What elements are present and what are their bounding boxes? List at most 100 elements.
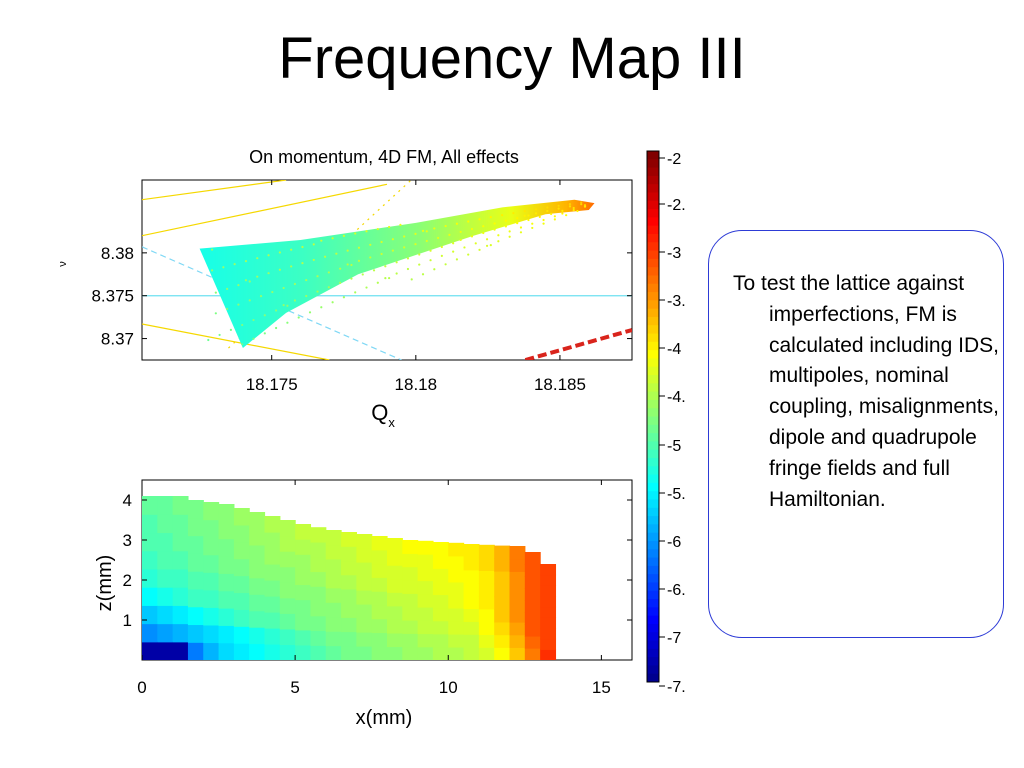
heatmap-cell: [371, 536, 388, 551]
tune-point: [207, 338, 210, 342]
tune-point: [418, 263, 421, 266]
heatmap-cell: [463, 569, 480, 584]
heatmap-cell: [203, 642, 220, 660]
heatmap-cell: [509, 584, 526, 598]
tune-point: [263, 332, 266, 335]
tune-point: [361, 273, 364, 276]
heatmap-cells: [142, 496, 557, 660]
colorbar-segment: [647, 657, 659, 666]
tune-point: [418, 253, 421, 256]
heatmap-cell: [142, 605, 158, 625]
heatmap-cell: [218, 521, 235, 540]
tune-point: [512, 212, 515, 215]
tune-point: [572, 206, 575, 210]
heatmap-cell: [264, 548, 281, 565]
tune-point: [252, 318, 255, 322]
tune-point: [297, 316, 300, 319]
tune-point: [293, 299, 297, 302]
heatmap-cell: [249, 594, 266, 612]
heatmap-cell: [187, 553, 204, 572]
tune-point: [214, 312, 217, 315]
tune-point: [275, 326, 278, 330]
tune-point: [252, 337, 255, 340]
colorbar-tick-label: -7: [667, 630, 681, 647]
heatmap-cell: [417, 580, 434, 595]
colorbar-segment: [647, 648, 659, 658]
heatmap-cell: [509, 596, 526, 610]
colorbar-segment: [647, 200, 659, 210]
colorbar-segment: [647, 532, 659, 542]
heatmap-cell: [325, 602, 342, 618]
colorbar-segment: [647, 375, 659, 384]
heatmap-cell: [448, 568, 465, 583]
tune-point: [237, 284, 240, 287]
colorbar-segment: [647, 267, 659, 276]
heatmap-cell: [356, 604, 373, 619]
tune-point: [568, 203, 572, 206]
heatmap-cell: [402, 580, 419, 594]
colorbar-segment: [647, 491, 659, 500]
heatmap-cell: [509, 647, 526, 660]
heatmap-cell: [371, 618, 388, 634]
frequency-map-figure: On momentum, 4D FM, All effects 18.175 18…: [57, 147, 686, 729]
heatmap-cell: [341, 603, 357, 618]
tune-point: [214, 291, 217, 294]
heatmap-cell: [341, 617, 357, 633]
heatmap-cell: [279, 566, 296, 583]
tune-point: [557, 204, 560, 207]
tune-point: [425, 239, 428, 243]
heatmap-cell: [279, 644, 296, 660]
heatmap-cell: [478, 544, 495, 559]
heatmap-cell: [172, 641, 189, 660]
tune-point: [429, 259, 432, 262]
tune-point: [557, 207, 560, 210]
colorbar-segment: [647, 665, 659, 675]
tune-point: [372, 269, 376, 272]
heatmap-cell: [417, 620, 434, 635]
heatmap-cell: [203, 589, 220, 608]
resonance-line: [142, 183, 388, 237]
heatmap-cell: [478, 596, 495, 610]
colorbar: -2 -2. -3 -3. -4 -4. -5 -5. -6 -6. -7 -7.: [646, 150, 686, 696]
heatmap-cell: [218, 504, 235, 522]
heatmap-cell: [448, 607, 465, 622]
tune-point: [459, 238, 462, 241]
tune-point: [320, 239, 323, 242]
tune-point: [278, 268, 281, 271]
heatmap-cell: [387, 538, 403, 553]
heatmap-cell: [142, 641, 158, 660]
tune-point: [519, 231, 523, 234]
heatmap-cell: [524, 624, 541, 637]
heatmap-cell: [402, 620, 419, 634]
colorbar-segment: [647, 292, 659, 301]
heatmap-cell: [325, 530, 342, 546]
heatmap-cell: [540, 628, 557, 640]
heatmap-cell: [233, 575, 250, 594]
tune-point: [463, 246, 466, 249]
heatmap-cell: [448, 555, 465, 570]
tune-point: [391, 249, 394, 252]
heatmap-cell: [142, 496, 158, 515]
colorbar-segment: [647, 557, 659, 567]
heatmap-cell: [172, 496, 189, 515]
tune-point: [259, 295, 263, 298]
heatmap-cell: [402, 553, 419, 568]
heatmap-cell: [509, 571, 526, 585]
colorbar-segment: [647, 632, 659, 642]
y-tick-label: 8.375: [91, 287, 134, 306]
note-box: To test the lattice against imperfection…: [708, 230, 1004, 638]
colorbar-segment: [647, 275, 659, 285]
heatmap-cell: [142, 514, 158, 534]
heatmap-cell: [402, 540, 419, 554]
heatmap-cell: [218, 625, 235, 644]
tune-point: [282, 286, 285, 290]
tune-point: [327, 286, 330, 289]
heatmap-cell: [157, 532, 174, 552]
heatmap-cell: [478, 583, 495, 597]
heatmap-cell: [218, 573, 235, 592]
colorbar-tick-label: -7.: [667, 679, 686, 696]
heatmap-cell: [157, 514, 174, 534]
heatmap-cell: [341, 588, 357, 604]
colorbar-segment: [647, 175, 659, 185]
heatmap-cell: [203, 572, 220, 591]
